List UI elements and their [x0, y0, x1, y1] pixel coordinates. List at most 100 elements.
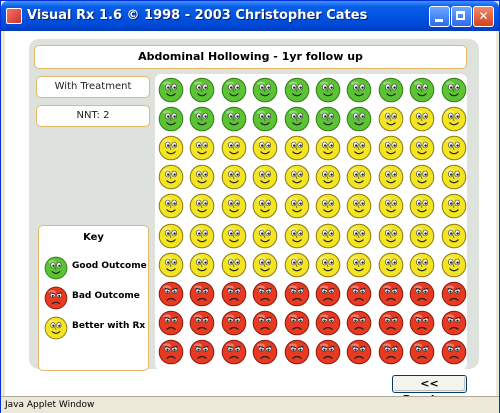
bad-outcome-face-icon	[347, 310, 372, 336]
better-with-rx-face-icon	[221, 164, 247, 190]
legend-key: Key Good Outcome Bad Outcome Better with…	[38, 225, 149, 371]
better-with-rx-face-icon	[284, 194, 309, 219]
better-with-rx-face-icon	[441, 252, 466, 277]
better-with-rx-face-icon	[347, 223, 372, 248]
bad-outcome-face-icon	[252, 281, 278, 306]
better-with-rx-face-icon	[221, 223, 247, 248]
key-label-better: Better with Rx	[72, 321, 146, 331]
good-outcome-face-icon	[190, 77, 215, 103]
good-outcome-face-icon	[284, 77, 309, 103]
better-with-rx-face-icon	[409, 223, 435, 248]
maximize-icon[interactable]	[451, 6, 472, 27]
bad-outcome-face-icon	[378, 281, 404, 306]
bad-outcome-face-icon	[190, 339, 215, 365]
better-with-rx-face-icon	[284, 252, 309, 277]
good-outcome-face-icon	[378, 77, 404, 103]
good-outcome-face-icon	[409, 77, 435, 103]
bad-outcome-face-icon	[284, 310, 309, 336]
better-with-rx-face-icon	[158, 223, 184, 248]
treatment-label: With Treatment	[36, 76, 150, 98]
better-with-rx-face-icon	[409, 135, 435, 161]
good-outcome-face-icon	[347, 106, 372, 132]
key-item-better: Better with Rx	[44, 316, 148, 340]
better-with-rx-face-icon	[190, 135, 215, 161]
good-outcome-face-icon	[190, 106, 215, 132]
better-with-rx-face-icon	[221, 135, 247, 161]
better-with-rx-face-icon	[378, 164, 404, 190]
better-with-rx-face-icon	[252, 164, 278, 190]
good-outcome-face-icon	[347, 77, 372, 103]
good-outcome-face-icon	[252, 106, 278, 132]
better-with-rx-face-icon	[347, 164, 372, 190]
bad-outcome-face-icon	[44, 286, 68, 310]
key-item-good: Good Outcome	[44, 256, 148, 280]
bad-outcome-face-icon	[158, 281, 184, 306]
better-with-rx-face-icon	[44, 316, 68, 340]
outcome-grid	[155, 74, 467, 370]
better-with-rx-face-icon	[409, 194, 435, 219]
window-title: Visual Rx 1.6 © 1998 - 2003 Christopher …	[27, 8, 368, 23]
good-outcome-face-icon	[252, 77, 278, 103]
better-with-rx-face-icon	[347, 252, 372, 277]
bad-outcome-face-icon	[409, 281, 435, 306]
better-with-rx-face-icon	[158, 135, 184, 161]
bad-outcome-face-icon	[284, 339, 309, 365]
better-with-rx-face-icon	[347, 194, 372, 219]
better-with-rx-face-icon	[441, 164, 466, 190]
better-with-rx-face-icon	[252, 194, 278, 219]
better-with-rx-face-icon	[409, 106, 435, 132]
better-with-rx-face-icon	[441, 135, 466, 161]
better-with-rx-face-icon	[190, 194, 215, 219]
better-with-rx-face-icon	[158, 194, 184, 219]
good-outcome-face-icon	[158, 106, 184, 132]
close-icon[interactable]: ✕	[473, 6, 494, 27]
better-with-rx-face-icon	[378, 135, 404, 161]
better-with-rx-face-icon	[190, 252, 215, 277]
good-outcome-face-icon	[315, 77, 341, 103]
bad-outcome-face-icon	[347, 281, 372, 306]
good-outcome-face-icon	[315, 106, 341, 132]
bad-outcome-face-icon	[190, 281, 215, 306]
better-with-rx-face-icon	[378, 194, 404, 219]
better-with-rx-face-icon	[315, 164, 341, 190]
java-app-icon	[6, 8, 22, 24]
bad-outcome-face-icon	[441, 310, 466, 336]
better-with-rx-face-icon	[190, 164, 215, 190]
better-with-rx-face-icon	[252, 252, 278, 277]
better-with-rx-face-icon	[409, 164, 435, 190]
good-outcome-face-icon	[221, 106, 247, 132]
previous-button[interactable]: << Previous	[392, 375, 467, 406]
bad-outcome-face-icon	[252, 310, 278, 336]
bad-outcome-face-icon	[409, 310, 435, 336]
bad-outcome-face-icon	[158, 310, 184, 336]
bad-outcome-face-icon	[158, 339, 184, 365]
title-bar[interactable]: Visual Rx 1.6 © 1998 - 2003 Christopher …	[1, 1, 499, 31]
better-with-rx-face-icon	[284, 135, 309, 161]
key-label-good: Good Outcome	[72, 261, 147, 271]
better-with-rx-face-icon	[315, 135, 341, 161]
better-with-rx-face-icon	[315, 252, 341, 277]
better-with-rx-face-icon	[284, 164, 309, 190]
bad-outcome-face-icon	[441, 281, 466, 306]
better-with-rx-face-icon	[378, 252, 404, 277]
good-outcome-face-icon	[441, 77, 466, 103]
bad-outcome-face-icon	[284, 281, 309, 306]
bad-outcome-face-icon	[252, 339, 278, 365]
bad-outcome-face-icon	[315, 310, 341, 336]
status-bar: Java Applet Window	[1, 396, 499, 413]
minimize-icon[interactable]	[429, 6, 450, 27]
bad-outcome-face-icon	[221, 310, 247, 336]
better-with-rx-face-icon	[441, 106, 466, 132]
better-with-rx-face-icon	[315, 223, 341, 248]
nnt-label: NNT: 2	[36, 105, 150, 127]
bad-outcome-face-icon	[378, 310, 404, 336]
bad-outcome-face-icon	[190, 310, 215, 336]
better-with-rx-face-icon	[221, 194, 247, 219]
better-with-rx-face-icon	[158, 164, 184, 190]
bad-outcome-face-icon	[315, 339, 341, 365]
better-with-rx-face-icon	[378, 106, 404, 132]
bad-outcome-face-icon	[409, 339, 435, 365]
good-outcome-face-icon	[221, 77, 247, 103]
bad-outcome-face-icon	[441, 339, 466, 365]
